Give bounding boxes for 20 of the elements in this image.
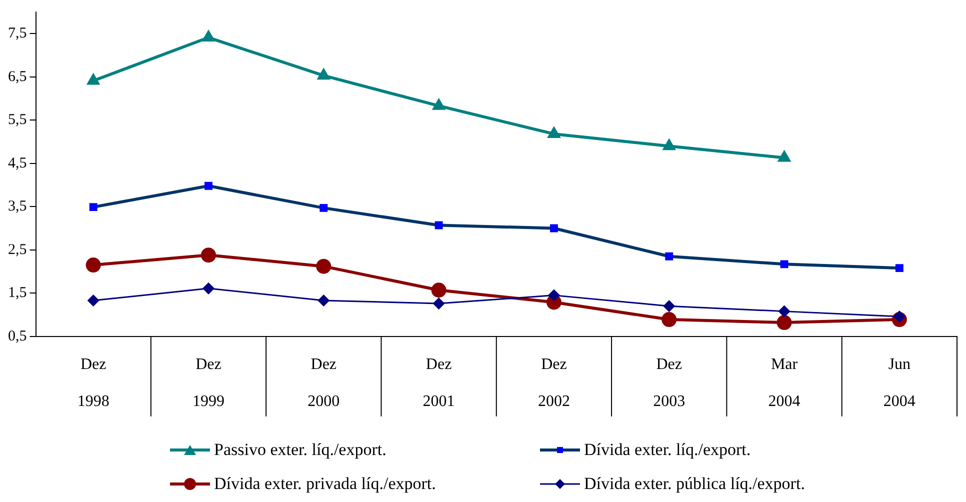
legend-label: Dívida exter. pública líq./export. xyxy=(584,474,805,494)
category-label: Dez 1999 xyxy=(192,356,224,410)
y-tick-label: 7,5 xyxy=(8,26,27,42)
category-label: Jun 2004 xyxy=(883,356,916,410)
y-tick-label: 3,5 xyxy=(8,198,27,215)
y-tick-label: 4,5 xyxy=(8,155,27,172)
category-label: Mar 2004 xyxy=(768,356,800,410)
category-label: Dez 2002 xyxy=(538,356,570,410)
legend-label: Passivo exter. líq./export. xyxy=(214,440,386,460)
category-label: Dez 2003 xyxy=(653,356,686,410)
category-label: Dez 2000 xyxy=(308,356,340,410)
y-tick-label: 6,5 xyxy=(8,68,27,85)
legend-label: Dívida exter. líq./export. xyxy=(584,440,751,460)
category-label: Dez 2001 xyxy=(422,356,455,410)
y-tick-label: 0,5 xyxy=(8,328,27,344)
y-tick-label: 2,5 xyxy=(8,242,27,258)
legend-label: Dívida exter. privada líq./export. xyxy=(214,474,436,494)
y-tick-label: 1,5 xyxy=(8,285,27,302)
y-tick-label: 5,5 xyxy=(8,112,27,128)
category-label: Dez 1998 xyxy=(77,356,110,410)
